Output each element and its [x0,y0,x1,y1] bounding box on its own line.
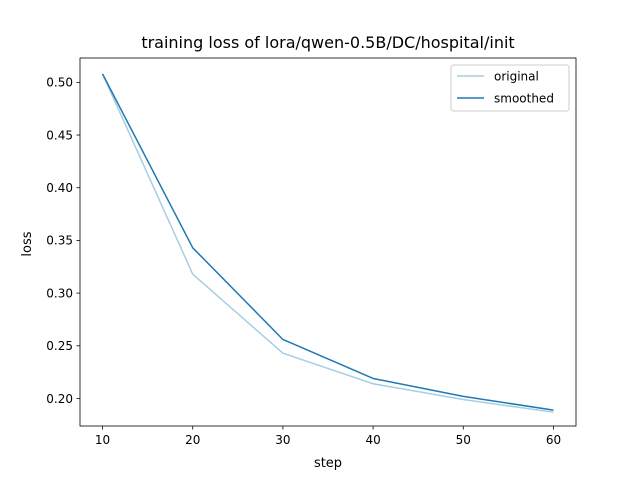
x-tick-label: 20 [185,433,200,447]
y-tick-label: 0.50 [46,76,73,90]
x-tick-label: 60 [546,433,561,447]
plot-frame [79,57,577,427]
y-tick-label: 0.30 [46,286,73,300]
plot-area: 10 20 30 40 50 60 0.20 0.25 0.30 0.35 0.40 0.45 0.50… [46,57,577,447]
y-axis-label: loss [20,231,35,256]
x-tick-label: 50 [456,433,471,447]
legend-label-smoothed: smoothed [494,91,554,105]
x-tick-label: 10 [95,433,110,447]
y-tick-label: 0.25 [46,339,73,353]
y-tick-label: 0.40 [46,181,73,195]
series-line-original [101,73,554,413]
y-tick-label: 0.35 [46,234,73,248]
x-axis-label: step [314,456,342,471]
x-tick-label: 30 [275,433,290,447]
y-tick-label: 0.20 [46,392,73,406]
x-tick-label: 40 [365,433,380,447]
legend-label-original: original [494,69,539,83]
y-tick-label: 0.45 [46,128,73,142]
chart-title: training loss of lora/qwen-0.5B/DC/hospi… [141,33,514,52]
series-line-smoothed [101,73,554,411]
